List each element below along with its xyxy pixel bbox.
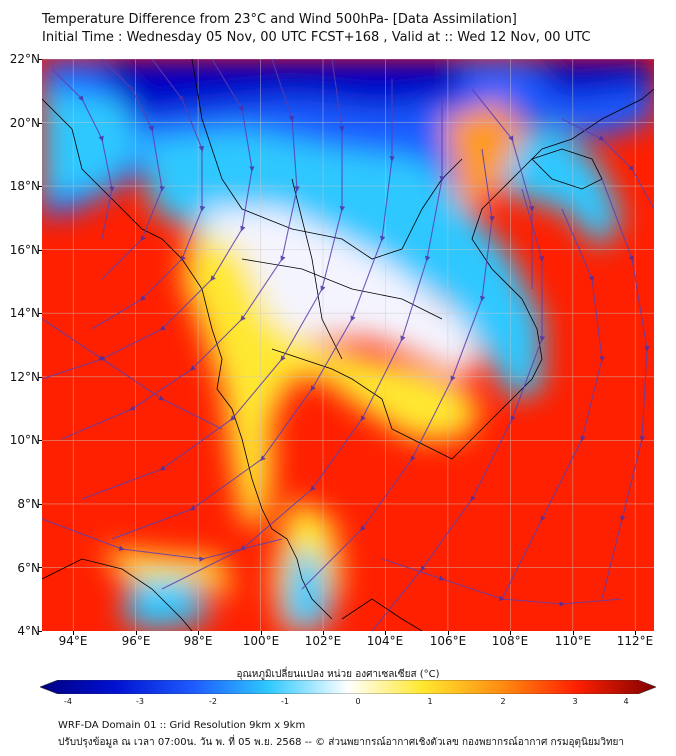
lon-tick	[573, 631, 574, 635]
lat-label-14: 14°N	[9, 306, 40, 320]
lat-tick	[38, 123, 42, 124]
colorbar-tick: 1	[427, 697, 433, 706]
colorbar-tick: 2	[500, 697, 506, 706]
lon-label-102: 102°E	[304, 634, 342, 648]
lat-label-16: 16°N	[9, 243, 40, 257]
lat-label-18: 18°N	[9, 179, 40, 193]
colorbar	[40, 680, 656, 694]
footer-model-info: WRF-DA Domain 01 :: Grid Resolution 9km …	[58, 720, 306, 731]
lat-tick	[38, 631, 42, 632]
lat-tick	[38, 313, 42, 314]
map-subtitle: Initial Time : Wednesday 05 Nov, 00 UTC …	[42, 30, 591, 45]
lat-tick	[38, 59, 42, 60]
lat-label-20: 20°N	[9, 116, 40, 130]
colorbar-tick: -2	[209, 697, 217, 706]
lat-label-6: 6°N	[17, 561, 40, 575]
lat-tick	[38, 377, 42, 378]
lon-tick	[448, 631, 449, 635]
colorbar-tick: -3	[136, 697, 144, 706]
lon-tick	[261, 631, 262, 635]
cold-core-northeast	[522, 59, 654, 99]
colorbar-tick: 4	[623, 697, 629, 706]
lat-tick	[38, 250, 42, 251]
lon-label-94: 94°E	[58, 634, 88, 648]
footer-credit: ปรับปรุงข้อมูล ณ เวลา 07:00น. วัน พ. ที่…	[58, 737, 625, 748]
lon-tick	[136, 631, 137, 635]
lat-label-12: 12°N	[9, 370, 40, 384]
lat-tick	[38, 186, 42, 187]
lon-label-96: 96°E	[121, 634, 151, 648]
lon-tick	[198, 631, 199, 635]
lon-tick	[385, 631, 386, 635]
lat-label-4: 4°N	[17, 624, 40, 638]
lon-tick	[510, 631, 511, 635]
lat-label-10: 10°N	[9, 433, 40, 447]
lon-tick	[635, 631, 636, 635]
cool-region-sumatra	[122, 579, 212, 631]
lon-label-104: 104°E	[366, 634, 404, 648]
lon-tick	[323, 631, 324, 635]
map-title: Temperature Difference from 23°C and Win…	[42, 12, 517, 27]
lon-label-106: 106°E	[429, 634, 467, 648]
lat-label-22: 22°N	[9, 52, 40, 66]
lon-label-112: 112°E	[616, 634, 654, 648]
cool-region-south	[282, 549, 332, 631]
lon-tick	[73, 631, 74, 635]
lon-label-100: 100°E	[242, 634, 280, 648]
temperature-map	[42, 59, 654, 631]
colorbar-tick: 3	[572, 697, 578, 706]
map-svg	[42, 59, 654, 631]
colorbar-gradient	[40, 680, 656, 694]
colorbar-tick: -1	[281, 697, 289, 706]
lat-tick	[38, 567, 42, 568]
lon-label-98: 98°E	[183, 634, 213, 648]
wind-streamlines	[42, 59, 654, 631]
colorbar-title: อุณหภูมิเปลี่ยนแปลง หน่วย องศาเซลเซียส (…	[236, 669, 440, 680]
lat-label-8: 8°N	[17, 497, 40, 511]
colorbar-tick: -4	[64, 697, 72, 706]
lon-label-110: 110°E	[554, 634, 592, 648]
colorbar-tick: 0	[355, 697, 361, 706]
lat-tick	[38, 504, 42, 505]
lon-label-108: 108°E	[491, 634, 529, 648]
lat-tick	[38, 440, 42, 441]
